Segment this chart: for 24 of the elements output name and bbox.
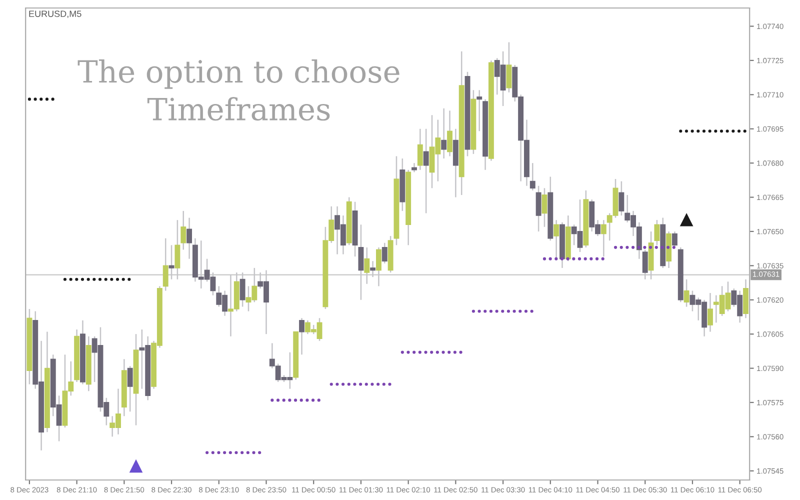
candlestick: [447, 110, 452, 157]
annotation: The option to choose Timeframes: [78, 59, 400, 121]
candlestick: [542, 188, 548, 228]
candlestick: [672, 230, 678, 248]
candlestick: [536, 185, 542, 232]
candlestick: [186, 217, 192, 260]
candlestick: [476, 89, 482, 132]
candlestick: [412, 162, 417, 173]
candlestick: [423, 128, 429, 214]
candlestick: [382, 242, 388, 264]
candlestick: [441, 108, 447, 160]
candlestick: [299, 317, 304, 356]
candlestick: [417, 128, 423, 171]
chart-title: EURUSD,M5: [29, 10, 82, 18]
candlestick: [180, 210, 186, 250]
candlestick: [506, 42, 512, 93]
candlestick: [654, 219, 660, 246]
candlestick: [684, 278, 690, 308]
candlestick: [600, 219, 606, 258]
candlestick: [618, 180, 624, 216]
candlestick: [554, 219, 560, 260]
candlestick: [530, 162, 536, 192]
candlestick: [127, 365, 133, 412]
candlestick: [708, 292, 713, 332]
